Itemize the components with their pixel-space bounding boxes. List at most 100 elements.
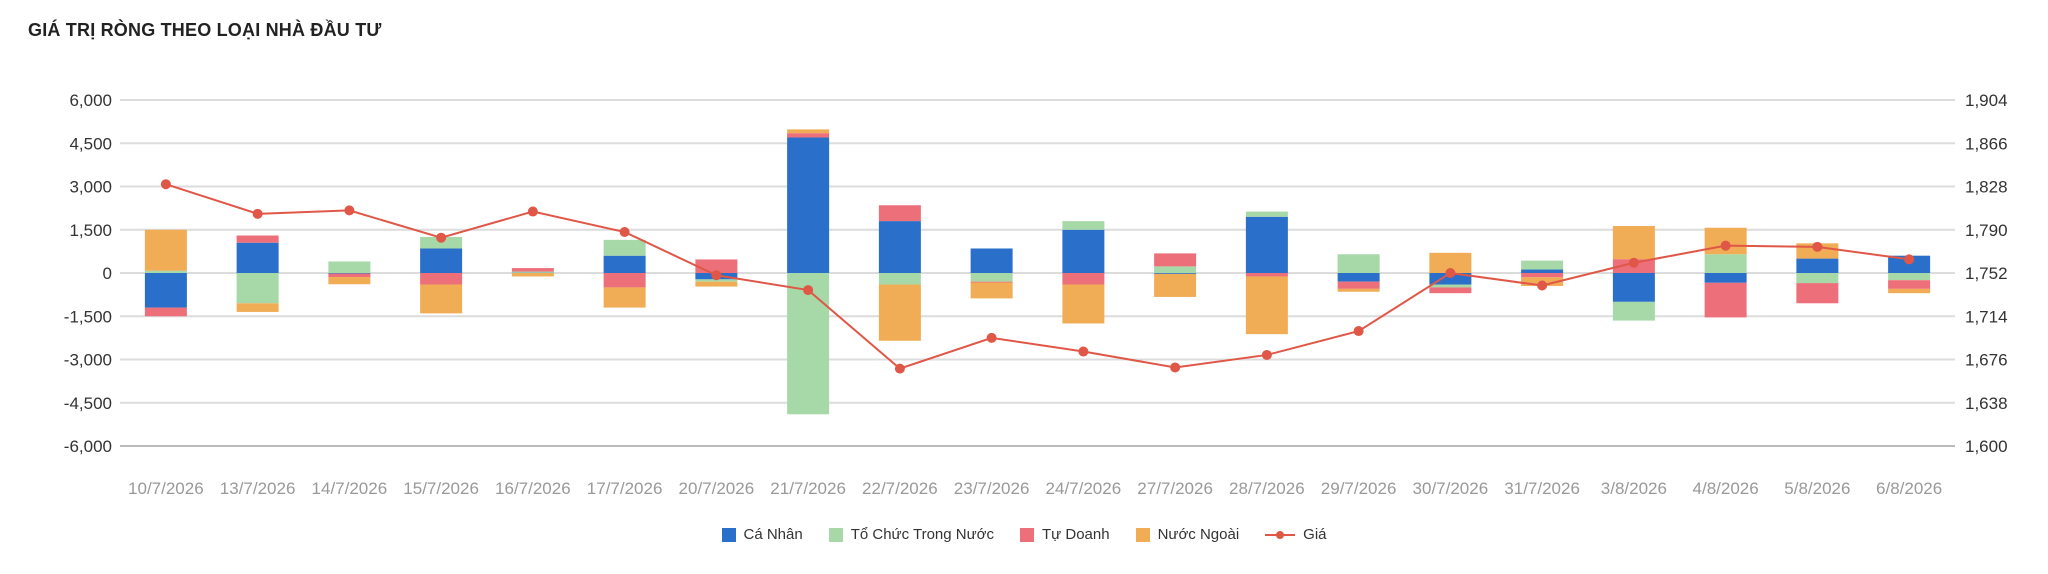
bar-segment	[1704, 273, 1747, 283]
bar-segment	[878, 221, 921, 273]
bar-segment	[970, 248, 1013, 273]
bar-segment	[1612, 273, 1655, 302]
x-tick-label: 27/7/2026	[1137, 479, 1213, 498]
axes: 6,000 4,500 3,000 1,500 0 -1,500 -3,000 -4,500 -…	[64, 91, 2008, 498]
legend-label-ca-nhan: Cá Nhân	[743, 526, 803, 543]
x-tick-label: 16/7/2026	[495, 479, 571, 498]
bar-segment	[695, 279, 738, 282]
bar-segment	[1337, 281, 1380, 289]
bar-segment	[236, 235, 279, 243]
bar-segment	[236, 242, 279, 273]
price-line	[165, 183, 1910, 370]
bar-segment	[144, 307, 187, 317]
x-tick-label: 15/7/2026	[403, 479, 479, 498]
bar-segment	[1337, 254, 1380, 273]
x-tick-label: 4/8/2026	[1693, 479, 1759, 498]
price-point	[252, 208, 263, 219]
price-point	[527, 206, 538, 217]
y-left-tick-label: -4,500	[64, 394, 112, 413]
x-tick-label: 23/7/2026	[954, 479, 1030, 498]
chart-title: GIÁ TRỊ RÒNG THEO LOẠI NHÀ ĐẦU TƯ	[28, 20, 382, 40]
bar-segment	[878, 284, 921, 341]
price-point	[619, 227, 630, 238]
bar-segment	[603, 255, 646, 273]
price-point	[1904, 254, 1915, 265]
bar-segment	[511, 273, 554, 277]
bar-segment	[1245, 216, 1288, 273]
bar-segment	[1796, 258, 1839, 273]
bar-segment	[787, 133, 830, 138]
bar-segment	[878, 205, 921, 222]
x-tick-label: 22/7/2026	[862, 479, 938, 498]
bar-segment	[420, 284, 463, 314]
price-point	[803, 285, 814, 296]
legend-swatch-to-chuc	[828, 527, 843, 542]
price-point	[160, 179, 171, 190]
bar-segment	[1888, 288, 1931, 294]
price-point	[986, 332, 997, 343]
bar-segment	[1521, 269, 1564, 273]
bar-segment	[970, 273, 1013, 282]
bar-segment	[511, 271, 554, 273]
bar-segment	[1062, 221, 1105, 230]
bar-segment	[511, 268, 554, 272]
bar-series	[144, 129, 1931, 415]
price-point	[1261, 349, 1272, 360]
bar-segment	[1245, 211, 1288, 217]
bar-segment	[603, 273, 646, 288]
legend-item-nuoc-ngoai[interactable]: Nước Ngoài	[1135, 526, 1240, 543]
price-point	[344, 205, 355, 216]
bar-segment	[787, 129, 830, 134]
bar-segment	[144, 273, 187, 308]
legend-label-tu-doanh: Tự Doanh	[1042, 526, 1110, 543]
legend-label-gia: Giá	[1303, 526, 1327, 543]
price-point	[1720, 240, 1731, 251]
price-point	[1353, 326, 1364, 337]
y-left-tick-label: 0	[103, 264, 112, 283]
legend-item-ca-nhan[interactable]: Cá Nhân	[721, 526, 803, 543]
x-tick-label: 17/7/2026	[587, 479, 663, 498]
bar-segment	[1429, 273, 1472, 285]
bar-segment	[1337, 273, 1380, 282]
bar-segment	[1062, 273, 1105, 285]
bar-segment	[603, 239, 646, 256]
x-tick-label: 29/7/2026	[1321, 479, 1397, 498]
bar-segment	[1612, 226, 1655, 260]
y-left-tick-label: 4,500	[69, 134, 112, 153]
legend-item-gia[interactable]: Giá	[1265, 526, 1327, 543]
bar-segment	[1888, 280, 1931, 289]
price-point	[711, 270, 722, 281]
price-point	[1445, 268, 1456, 278]
y-right-tick-label: 1,676	[1965, 351, 2008, 370]
x-tick-label: 30/7/2026	[1413, 479, 1489, 498]
price-point	[1812, 241, 1823, 252]
price-point	[1628, 257, 1639, 268]
bar-segment	[787, 137, 830, 273]
bar-segment	[328, 273, 371, 274]
bar-segment	[236, 273, 279, 304]
legend-swatch-gia	[1265, 528, 1296, 542]
x-tick-label: 3/8/2026	[1601, 479, 1667, 498]
legend-swatch-ca-nhan	[721, 527, 736, 542]
bar-segment	[1429, 252, 1472, 273]
legend-item-tu-doanh[interactable]: Tự Doanh	[1020, 526, 1110, 543]
y-left-tick-label: -1,500	[64, 307, 112, 326]
y-right-tick-label: 1,752	[1965, 264, 2008, 283]
y-left-tick-label: 6,000	[69, 91, 112, 110]
bar-segment	[511, 272, 554, 274]
legend-label-to-chuc: Tổ Chức Trong Nước	[850, 526, 994, 543]
legend-label-nuoc-ngoai: Nước Ngoài	[1157, 526, 1240, 543]
x-tick-label: 6/8/2026	[1876, 479, 1942, 498]
price-point	[1078, 346, 1089, 357]
x-tick-label: 28/7/2026	[1229, 479, 1305, 498]
legend-item-to-chuc[interactable]: Tổ Chức Trong Nước	[828, 526, 994, 543]
bar-segment	[1521, 260, 1564, 270]
y-right-tick-label: 1,714	[1965, 307, 2008, 326]
bar-segment	[1245, 273, 1288, 277]
y-right-tick-label: 1,790	[1965, 221, 2008, 240]
bar-segment	[1888, 255, 1931, 273]
bar-segment	[1154, 266, 1197, 273]
x-tick-label: 20/7/2026	[679, 479, 755, 498]
